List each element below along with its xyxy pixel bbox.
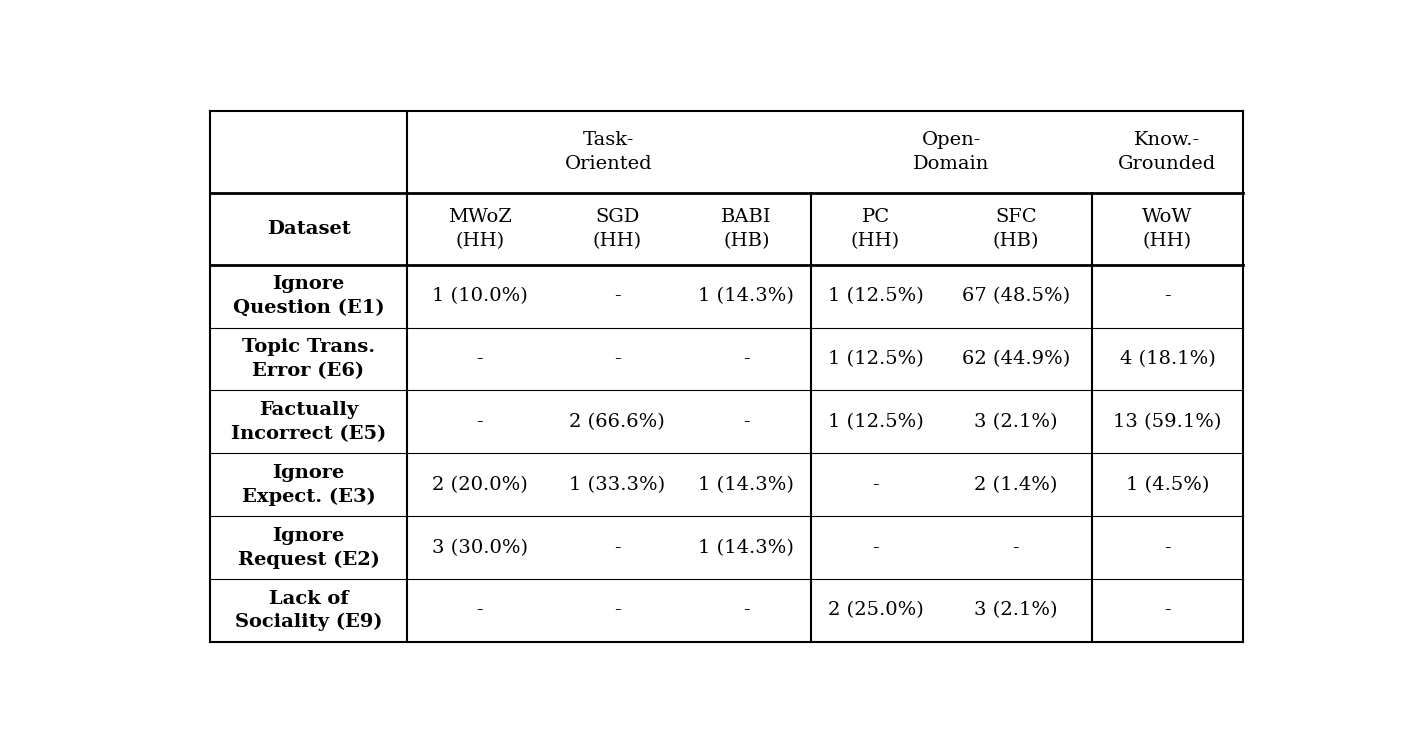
Text: Lack of
Sociality (E9): Lack of Sociality (E9) bbox=[235, 589, 383, 631]
Text: -: - bbox=[614, 287, 621, 305]
Text: -: - bbox=[1164, 602, 1171, 619]
Text: WoW
(HH): WoW (HH) bbox=[1143, 208, 1193, 250]
Text: -: - bbox=[476, 602, 484, 619]
Text: -: - bbox=[1012, 539, 1020, 556]
Text: MWoZ
(HH): MWoZ (HH) bbox=[448, 208, 512, 250]
Text: Factually
Incorrect (E5): Factually Incorrect (E5) bbox=[231, 401, 386, 443]
Text: Task-
Oriented: Task- Oriented bbox=[564, 131, 652, 172]
Text: SGD
(HH): SGD (HH) bbox=[593, 208, 642, 250]
Text: 2 (66.6%): 2 (66.6%) bbox=[570, 413, 665, 431]
Text: 1 (10.0%): 1 (10.0%) bbox=[432, 287, 527, 305]
Text: Open-
Domain: Open- Domain bbox=[913, 131, 990, 172]
Text: 2 (25.0%): 2 (25.0%) bbox=[828, 602, 923, 619]
Text: Ignore
Expect. (E3): Ignore Expect. (E3) bbox=[241, 464, 376, 506]
Text: Know.-
Grounded: Know.- Grounded bbox=[1119, 131, 1217, 172]
Text: -: - bbox=[1164, 539, 1171, 556]
Text: 1 (12.5%): 1 (12.5%) bbox=[828, 287, 923, 305]
Text: 1 (12.5%): 1 (12.5%) bbox=[828, 413, 923, 431]
Text: SFC
(HB): SFC (HB) bbox=[993, 208, 1039, 250]
Text: 4 (18.1%): 4 (18.1%) bbox=[1120, 350, 1215, 368]
Text: 1 (14.3%): 1 (14.3%) bbox=[699, 539, 794, 556]
Text: -: - bbox=[614, 350, 621, 368]
Text: 1 (33.3%): 1 (33.3%) bbox=[569, 476, 665, 494]
Text: Ignore
Request (E2): Ignore Request (E2) bbox=[238, 527, 380, 569]
Text: Dataset: Dataset bbox=[267, 220, 350, 238]
Text: -: - bbox=[1164, 287, 1171, 305]
Text: 1 (12.5%): 1 (12.5%) bbox=[828, 350, 923, 368]
Text: 62 (44.9%): 62 (44.9%) bbox=[961, 350, 1071, 368]
Text: -: - bbox=[476, 413, 484, 431]
Text: -: - bbox=[872, 476, 879, 494]
Text: 3 (2.1%): 3 (2.1%) bbox=[974, 602, 1058, 619]
Text: -: - bbox=[743, 350, 750, 368]
Text: 2 (1.4%): 2 (1.4%) bbox=[974, 476, 1058, 494]
Text: 13 (59.1%): 13 (59.1%) bbox=[1113, 413, 1222, 431]
Text: -: - bbox=[614, 602, 621, 619]
Text: 3 (2.1%): 3 (2.1%) bbox=[974, 413, 1058, 431]
Text: BABI
(HB): BABI (HB) bbox=[722, 208, 771, 250]
Text: Ignore
Question (E1): Ignore Question (E1) bbox=[233, 275, 384, 317]
Text: 3 (30.0%): 3 (30.0%) bbox=[431, 539, 527, 556]
Text: 67 (48.5%): 67 (48.5%) bbox=[961, 287, 1071, 305]
Text: PC
(HH): PC (HH) bbox=[851, 208, 900, 250]
Text: -: - bbox=[872, 539, 879, 556]
Text: -: - bbox=[743, 602, 750, 619]
Text: 2 (20.0%): 2 (20.0%) bbox=[432, 476, 527, 494]
Text: 1 (14.3%): 1 (14.3%) bbox=[699, 287, 794, 305]
Text: Topic Trans.
Error (E6): Topic Trans. Error (E6) bbox=[242, 338, 374, 380]
Text: -: - bbox=[614, 539, 621, 556]
Text: -: - bbox=[476, 350, 484, 368]
Text: 1 (4.5%): 1 (4.5%) bbox=[1126, 476, 1210, 494]
Text: 1 (14.3%): 1 (14.3%) bbox=[699, 476, 794, 494]
Text: -: - bbox=[743, 413, 750, 431]
